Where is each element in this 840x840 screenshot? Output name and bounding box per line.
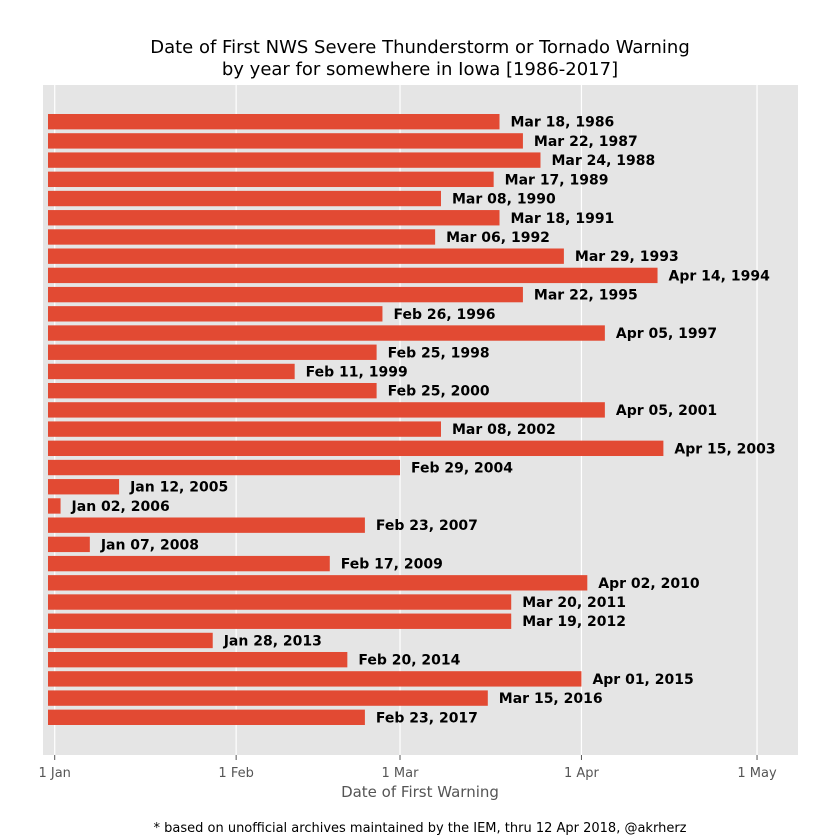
bar-2005 [48,479,120,495]
x-tick-label: 1 May [737,766,777,781]
bar-label-1998: Feb 25, 1998 [388,345,490,361]
bar-label-2016: Mar 15, 2016 [499,691,603,707]
bar-2015 [48,671,582,687]
bar-label-1995: Mar 22, 1995 [534,288,638,304]
x-axis: 1 Jan 1 Feb 1 Mar 1 Apr 1 May [38,755,777,781]
bar-2014 [48,651,348,668]
bar-label-2014: Feb 20, 2014 [358,653,460,669]
bar-label-1996: Feb 26, 1996 [393,307,495,323]
bar-label-2015: Apr 01, 2015 [592,672,693,688]
bar-label-2006: Jan 02, 2006 [71,499,170,515]
bars [48,114,664,725]
bar-2011 [48,594,512,610]
bar-label-1989: Mar 17, 1989 [505,172,609,188]
x-axis-label: Date of First Warning [341,783,499,801]
bar-label-1994: Apr 14, 1994 [669,268,771,284]
bar-1995 [48,286,523,303]
bar-label-2017: Feb 23, 2017 [376,710,478,726]
bar-label-1987: Mar 22, 1987 [534,134,638,150]
bar-1992 [48,229,436,245]
bar-1993 [48,248,564,264]
bar-label-1988: Mar 24, 1988 [551,153,655,169]
chart-title-line2: by year for somewhere in Iowa [1986-2017… [222,59,618,80]
bar-label-1991: Mar 18, 1991 [511,211,615,227]
x-tick-label: 1 Jan [38,766,70,781]
bar-2004 [48,459,401,476]
bar-1990 [48,190,441,207]
bar-label-2001: Apr 05, 2001 [616,403,717,419]
footnote: * based on unofficial archives maintaine… [154,821,687,836]
x-tick-label: 1 Apr [564,766,600,781]
bar-2006 [48,498,61,514]
bar-label-1990: Mar 08, 1990 [452,192,556,208]
bar-1998 [48,344,377,360]
bar-label-2007: Feb 23, 2007 [376,518,478,534]
bar-2000 [48,382,377,399]
bar-2013 [48,632,213,649]
bar-1999 [48,363,295,380]
bar-label-2004: Feb 29, 2004 [411,461,513,477]
bar-1991 [48,210,500,226]
bar-1989 [48,171,494,188]
bar-2010 [48,575,588,591]
bar-label-2008: Jan 07, 2008 [100,537,199,553]
bar-2009 [48,555,330,572]
bar-label-1993: Mar 29, 1993 [575,249,679,265]
bar-2001 [48,402,605,418]
bar-label-2003: Apr 15, 2003 [674,441,775,457]
bar-label-1997: Apr 05, 1997 [616,326,717,342]
bar-1996 [48,306,383,322]
bar-label-2011: Mar 20, 2011 [522,595,626,611]
bar-label-2013: Jan 28, 2013 [223,633,322,649]
x-tick-label: 1 Feb [218,766,253,781]
bar-2017 [48,709,365,725]
bar-label-1999: Feb 11, 1999 [306,364,408,380]
bar-label-1992: Mar 06, 1992 [446,230,550,246]
bar-1997 [48,325,605,341]
bar-2016 [48,690,488,706]
bar-2003 [48,440,664,457]
bar-label-2002: Mar 08, 2002 [452,422,556,438]
chart-title-line1: Date of First NWS Severe Thunderstorm or… [150,37,690,58]
bar-2007 [48,517,365,533]
bar-label-2005: Jan 12, 2005 [129,480,228,496]
bar-2012 [48,613,512,629]
bar-2008 [48,536,90,553]
bar-1986 [48,114,500,130]
bar-label-2012: Mar 19, 2012 [522,614,626,630]
bar-labels: Mar 18, 1986 Mar 22, 1987 Mar 24, 1988 Mar … [71,115,776,727]
bar-label-2009: Feb 17, 2009 [341,557,443,573]
bar-2002 [48,421,441,437]
bar-label-2010: Apr 02, 2010 [598,576,700,592]
bar-label-1986: Mar 18, 1986 [511,115,615,131]
x-tick-label: 1 Mar [382,766,420,781]
bar-label-2000: Feb 25, 2000 [388,384,490,400]
bar-1987 [48,133,523,149]
bar-1994 [48,267,658,284]
bar-1988 [48,152,541,168]
